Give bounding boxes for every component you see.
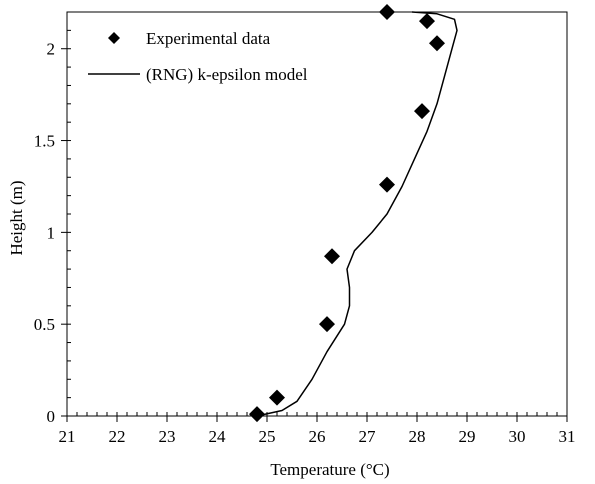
- y-tick-label: 2: [47, 40, 56, 59]
- x-tick-label: 30: [509, 427, 526, 446]
- experimental-point: [319, 316, 335, 333]
- x-tick-label: 21: [59, 427, 76, 446]
- legend: Experimental data (RNG) k-epsilon model: [88, 29, 308, 84]
- x-tick-label: 31: [559, 427, 576, 446]
- experimental-point: [269, 389, 285, 406]
- experimental-point: [379, 176, 395, 193]
- x-tick-label: 25: [259, 427, 276, 446]
- experimental-point: [249, 406, 265, 423]
- experimental-point: [419, 13, 435, 30]
- experimental-point: [379, 4, 395, 20]
- x-axis-title: Temperature (°C): [270, 460, 389, 479]
- x-tick-label: 24: [209, 427, 227, 446]
- legend-label: Experimental data: [146, 29, 271, 48]
- y-axis-title: Height (m): [7, 180, 26, 255]
- x-tick-label: 28: [409, 427, 426, 446]
- ticks-layer: 21 22 23 24 25 26 27 28 29 30 31 0 0.5 1 1.5 2: [34, 11, 576, 446]
- axes-layer: [66, 11, 568, 417]
- x-tick-label: 29: [459, 427, 476, 446]
- experimental-point: [324, 248, 340, 265]
- legend-diamond-swatch: [108, 32, 120, 44]
- x-tick-label: 22: [109, 427, 126, 446]
- legend-label: (RNG) k-epsilon model: [146, 65, 308, 84]
- y-tick-label: 1.5: [34, 132, 55, 151]
- x-tick-label: 27: [359, 427, 377, 446]
- series-layer: [249, 4, 458, 423]
- x-tick-label: 23: [159, 427, 176, 446]
- experimental-point: [414, 103, 430, 120]
- y-tick-label: 0.5: [34, 315, 55, 334]
- model-curve: [256, 11, 458, 417]
- x-tick-label: 26: [309, 427, 326, 446]
- plot-frame: [66, 11, 568, 417]
- y-tick-label: 1: [47, 223, 56, 242]
- experimental-point: [429, 35, 445, 52]
- y-tick-label: 0: [47, 407, 56, 426]
